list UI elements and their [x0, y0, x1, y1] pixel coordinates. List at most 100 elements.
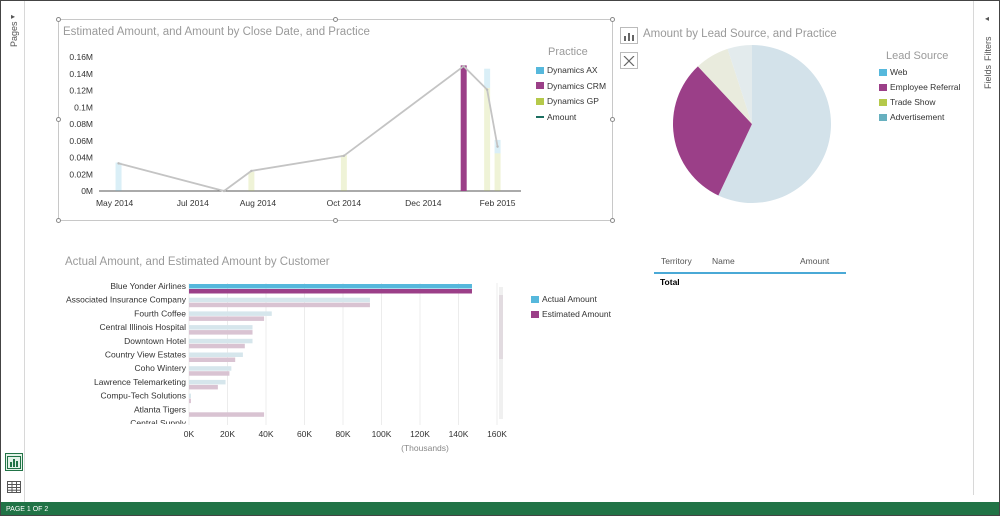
pie-chart-plot[interactable]: [669, 37, 839, 211]
bar-estimated-amount-lawrence-telemarketing[interactable]: [189, 384, 218, 390]
category-label[interactable]: Country View Estates: [105, 350, 186, 360]
pie-legend-item-employee-referral[interactable]: Employee Referral: [879, 82, 960, 92]
pie-slice-advertisement[interactable]: [727, 45, 752, 124]
x-tick-label: Oct 2014: [327, 198, 362, 208]
bar-actual-amount-blue-yonder-airlines[interactable]: [189, 284, 472, 289]
bar-actual-amount-fourth-coffee[interactable]: [189, 311, 272, 316]
visualization-type-button[interactable]: [620, 27, 638, 44]
column-bar-5[interactable]: [484, 68, 491, 88]
column-bar-0[interactable]: [115, 162, 122, 191]
pages-expand-chevron-icon[interactable]: ▸: [11, 12, 16, 21]
bar-actual-amount-compu-tech-solutions[interactable]: [189, 393, 191, 399]
left-rail: ▸ Pages: [1, 1, 25, 503]
column-bar-4[interactable]: [484, 87, 491, 191]
pie-slice-trade-show[interactable]: [697, 48, 752, 125]
column-header-amount[interactable]: Amount: [800, 256, 830, 266]
amount-point-3[interactable]: [342, 154, 346, 158]
bar-actual-amount-central-illinois-hospital[interactable]: [189, 325, 253, 330]
pie-legend-item-advertisement[interactable]: Advertisement: [879, 112, 944, 122]
y-tick-label: 0.14M: [69, 69, 93, 79]
column-bar-2[interactable]: [340, 154, 347, 191]
bar-estimated-amount-compu-tech-solutions[interactable]: [189, 398, 191, 404]
legend-label: Employee Referral: [890, 82, 961, 92]
bar-actual-amount-associated-insurance-company[interactable]: [189, 297, 370, 303]
bar-estimated-amount-blue-yonder-airlines[interactable]: [189, 289, 472, 294]
bar-estimated-amount-fourth-coffee[interactable]: [189, 316, 265, 321]
table-view-button[interactable]: [5, 478, 23, 496]
amount-point-0[interactable]: [117, 162, 120, 165]
pie-slice-employee-referral[interactable]: [673, 66, 752, 196]
bar-estimated-amount-associated-insurance-company[interactable]: [189, 302, 370, 308]
close-icon: [623, 55, 635, 66]
bar-actual-amount-downtown-hotel[interactable]: [189, 338, 253, 344]
bar-actual-amount-coho-wintery[interactable]: [189, 366, 232, 371]
bar-estimated-amount-country-view-estates[interactable]: [189, 357, 236, 363]
amount-point-2[interactable]: [250, 169, 253, 173]
column-header-territory[interactable]: Territory: [661, 256, 692, 266]
bar-actual-amount-lawrence-telemarketing[interactable]: [189, 379, 226, 385]
y-tick-label: 0.12M: [69, 86, 93, 96]
column-header-name[interactable]: Name: [712, 256, 735, 266]
bar-estimated-amount-coho-wintery[interactable]: [189, 371, 230, 376]
category-label[interactable]: Central Illinois Hospital: [100, 322, 187, 332]
y-tick-label: 0.06M: [69, 136, 93, 146]
x-tick-label: 100K: [372, 429, 392, 439]
delete-visual-button[interactable]: [620, 52, 638, 69]
resize-handle-top-left[interactable]: [56, 17, 61, 22]
amount-point-5[interactable]: [485, 88, 489, 91]
resize-handle-bottom-right[interactable]: [610, 218, 615, 223]
legend-swatch: [536, 82, 544, 89]
column-bar-6[interactable]: [494, 153, 501, 191]
category-label[interactable]: Central Supply: [130, 418, 187, 428]
x-tick-label: Dec 2014: [405, 198, 442, 208]
resize-handle-bottom-left[interactable]: [56, 218, 61, 223]
category-label[interactable]: Downtown Hotel: [124, 336, 186, 346]
bar-chart-title: Actual Amount, and Estimated Amount by C…: [65, 256, 330, 268]
line-legend-item-amount[interactable]: Amount: [536, 112, 576, 122]
bar-estimated-amount-atlanta-tigers[interactable]: [189, 412, 265, 417]
amount-point-6[interactable]: [496, 145, 499, 148]
category-label[interactable]: Compu-Tech Solutions: [100, 391, 186, 401]
category-label[interactable]: Lawrence Telemarketing: [94, 377, 186, 387]
page-indicator: PAGE 1 OF 2: [6, 506, 49, 513]
bar-legend-item-estimated-amount[interactable]: Estimated Amount: [531, 309, 611, 319]
bar-estimated-amount-downtown-hotel[interactable]: [189, 343, 245, 349]
category-label[interactable]: Associated Insurance Company: [66, 295, 187, 305]
fields-tab[interactable]: Fields: [983, 64, 993, 89]
line-legend-item-dynamics-ax[interactable]: Dynamics AX: [536, 65, 598, 75]
resize-handle-right[interactable]: [610, 117, 615, 122]
amount-point-4[interactable]: [462, 65, 465, 68]
bar-chart-icon: [7, 455, 21, 469]
pages-tab[interactable]: Pages: [9, 21, 19, 47]
category-label[interactable]: Atlanta Tigers: [134, 404, 186, 414]
category-label[interactable]: Fourth Coffee: [134, 308, 186, 318]
pie-legend-title: Lead Source: [886, 50, 949, 62]
x-tick-label: 20K: [220, 429, 235, 439]
bar-scroll-thumb[interactable]: [499, 295, 503, 359]
bar-legend-item-actual-amount[interactable]: Actual Amount: [531, 294, 597, 304]
filters-expand-chevron-icon[interactable]: ◂: [985, 14, 990, 23]
filters-tab[interactable]: Filters: [983, 36, 993, 62]
resize-handle-bottom[interactable]: [333, 218, 338, 223]
line-legend-item-dynamics-crm[interactable]: Dynamics CRM: [536, 81, 606, 91]
chart-view-button[interactable]: [5, 453, 23, 471]
bar-chart-plot[interactable]: 0K 20K 40K 60K 80K 100K 120K 140K 160K (Thousands…: [61, 279, 521, 457]
bar-estimated-amount-central-illinois-hospital[interactable]: [189, 330, 253, 335]
column-bar-1[interactable]: [248, 171, 255, 191]
table-grid-icon: [7, 481, 21, 493]
resize-handle-top-right[interactable]: [610, 17, 615, 22]
pie-legend-item-web[interactable]: Web: [879, 67, 907, 77]
amount-point-1[interactable]: [222, 189, 226, 193]
line-legend-item-dynamics-gp[interactable]: Dynamics GP: [536, 96, 599, 106]
resize-handle-left[interactable]: [56, 117, 61, 122]
category-label[interactable]: Blue Yonder Airlines: [110, 281, 186, 291]
line-chart-plot[interactable]: 0M 0.02M 0.04M 0.06M 0.08M 0.1M 0.12M 0.14M 0.16…: [61, 49, 531, 217]
pie-slice-web[interactable]: [718, 45, 831, 204]
y-tick-label: 0.1M: [74, 102, 93, 112]
resize-handle-top[interactable]: [333, 17, 338, 22]
category-label[interactable]: Coho Wintery: [135, 363, 187, 373]
pie-legend-item-trade-show[interactable]: Trade Show: [879, 97, 936, 107]
column-bar-3[interactable]: [460, 65, 467, 191]
amount-line[interactable]: [118, 65, 499, 192]
bar-actual-amount-country-view-estates[interactable]: [189, 352, 243, 358]
